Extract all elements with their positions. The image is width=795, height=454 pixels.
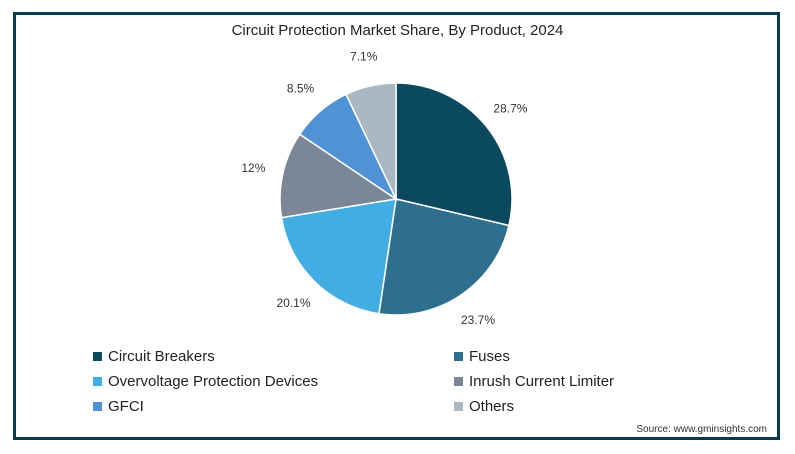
pie-slice-0 <box>395 82 513 227</box>
slice-label-4: 8.5% <box>287 82 315 96</box>
legend-item-0: Circuit Breakers <box>93 348 215 365</box>
slice-label-3: 12% <box>241 161 265 175</box>
slice-label-2: 20.1% <box>276 296 310 310</box>
legend-label-2: Overvoltage Protection Devices <box>108 373 319 390</box>
legend-label-3: Inrush Current Limiter <box>469 373 615 390</box>
legend-swatch-2 <box>93 377 102 386</box>
legend-item-5: Others <box>454 398 514 415</box>
pie-slice-1 <box>378 198 510 316</box>
slice-label-5: 7.1% <box>350 50 378 64</box>
legend-swatch-4 <box>93 402 102 411</box>
legend-swatch-0 <box>93 352 102 361</box>
legend-item-4: GFCI <box>93 398 144 415</box>
legend-item-2: Overvoltage Protection Devices <box>93 373 318 390</box>
legend-label-4: GFCI <box>108 398 144 415</box>
slice-label-0: 28.7% <box>493 101 527 115</box>
pie-slice-3 <box>279 133 398 219</box>
pie-slice-2 <box>280 198 397 315</box>
chart-title: Circuit Protection Market Share, By Prod… <box>231 22 564 39</box>
legend-item-3: Inrush Current Limiter <box>454 373 614 390</box>
legend-swatch-3 <box>454 377 463 386</box>
source-note: Source: www.gminsights.com <box>636 424 767 435</box>
slice-label-1: 23.7% <box>461 313 495 327</box>
legend-label-5: Others <box>469 398 515 415</box>
legend-label-1: Fuses <box>469 348 510 365</box>
legend-item-1: Fuses <box>454 348 510 365</box>
legend-label-0: Circuit Breakers <box>108 348 215 365</box>
pie-slice-5 <box>344 82 397 200</box>
legend-swatch-5 <box>454 402 463 411</box>
legend-swatch-1 <box>454 352 463 361</box>
